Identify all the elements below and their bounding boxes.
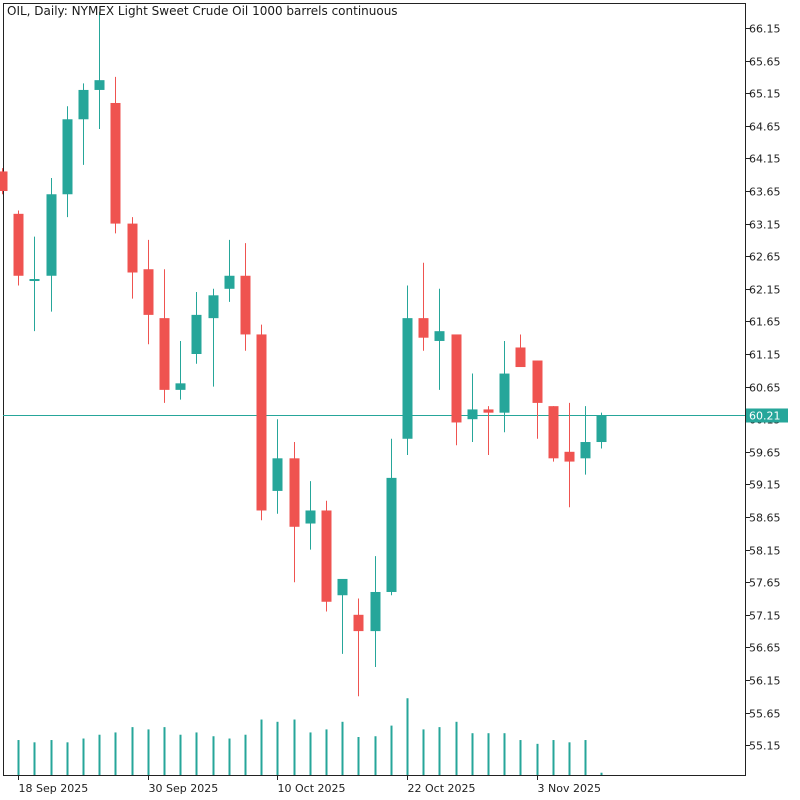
y-tick-label: 56.65 — [749, 642, 781, 655]
candle-body — [110, 102, 121, 224]
current-price-label: 60.21 — [749, 410, 781, 423]
candle-body — [78, 89, 89, 120]
y-tick-label: 57.15 — [749, 610, 781, 623]
x-tick-label: 22 Oct 2025 — [408, 782, 476, 795]
y-tick-label: 63.65 — [749, 186, 781, 199]
candle-body — [240, 275, 251, 335]
y-tick-label: 64.65 — [749, 121, 781, 134]
x-tick-label: 3 Nov 2025 — [538, 782, 601, 795]
candle-body — [548, 406, 559, 459]
candle-body — [208, 295, 219, 319]
candle-body — [289, 458, 300, 527]
candle-body — [451, 334, 462, 423]
candle-body — [256, 334, 267, 511]
candle-body — [580, 442, 591, 459]
candle-body — [596, 415, 607, 443]
y-tick-label: 60.65 — [749, 382, 781, 395]
y-tick-label: 65.15 — [749, 88, 781, 101]
x-tick-label: 18 Sep 2025 — [19, 782, 89, 795]
y-tick-label: 58.65 — [749, 512, 781, 525]
candle-body — [434, 331, 445, 341]
y-tick-label: 62.65 — [749, 251, 781, 264]
candle-body — [515, 347, 526, 368]
candle-body — [483, 409, 494, 413]
candle-body — [321, 510, 332, 602]
y-tick-label: 63.15 — [749, 219, 781, 232]
candle-body — [353, 614, 364, 632]
candle-body — [127, 223, 138, 273]
candle-body — [418, 318, 429, 338]
y-tick-label: 55.15 — [749, 740, 781, 753]
candle-body — [62, 119, 73, 195]
candle-body — [499, 373, 510, 413]
candle-body — [337, 578, 348, 596]
candle-body — [467, 409, 478, 420]
candle-body — [143, 269, 154, 315]
candle-body — [191, 314, 202, 354]
y-tick-label: 55.65 — [749, 708, 781, 721]
current-price-label-box — [746, 408, 788, 423]
y-tick-label: 56.15 — [749, 675, 781, 688]
x-tick-label: 10 Oct 2025 — [278, 782, 346, 795]
candle-body — [305, 510, 316, 524]
y-tick-label: 61.65 — [749, 316, 781, 329]
candle-body — [532, 360, 543, 403]
candle-body — [402, 318, 413, 439]
candle-body — [46, 194, 57, 276]
candle-body — [29, 279, 40, 282]
y-tick-label: 62.15 — [749, 284, 781, 297]
y-tick-label: 59.15 — [749, 479, 781, 492]
plot-frame — [3, 3, 746, 776]
candle-body — [272, 458, 283, 491]
candle-body — [175, 383, 186, 390]
candle-body — [0, 171, 8, 191]
y-tick-label: 65.65 — [749, 56, 781, 69]
y-tick-label: 61.15 — [749, 349, 781, 362]
candle-body — [386, 477, 397, 592]
candle-body — [224, 275, 235, 289]
candle-body — [159, 318, 170, 390]
chart-title: OIL, Daily: NYMEX Light Sweet Crude Oil … — [7, 4, 398, 18]
candle-body — [94, 80, 105, 90]
y-tick-label: 64.15 — [749, 153, 781, 166]
y-tick-label: 59.65 — [749, 447, 781, 460]
y-tick-label: 58.15 — [749, 545, 781, 558]
candle-body — [564, 451, 575, 462]
y-tick-label: 66.15 — [749, 23, 781, 36]
candle-body — [13, 213, 24, 276]
candle-body — [370, 591, 381, 632]
y-tick-label: 57.65 — [749, 577, 781, 590]
x-tick-label: 30 Sep 2025 — [149, 782, 219, 795]
